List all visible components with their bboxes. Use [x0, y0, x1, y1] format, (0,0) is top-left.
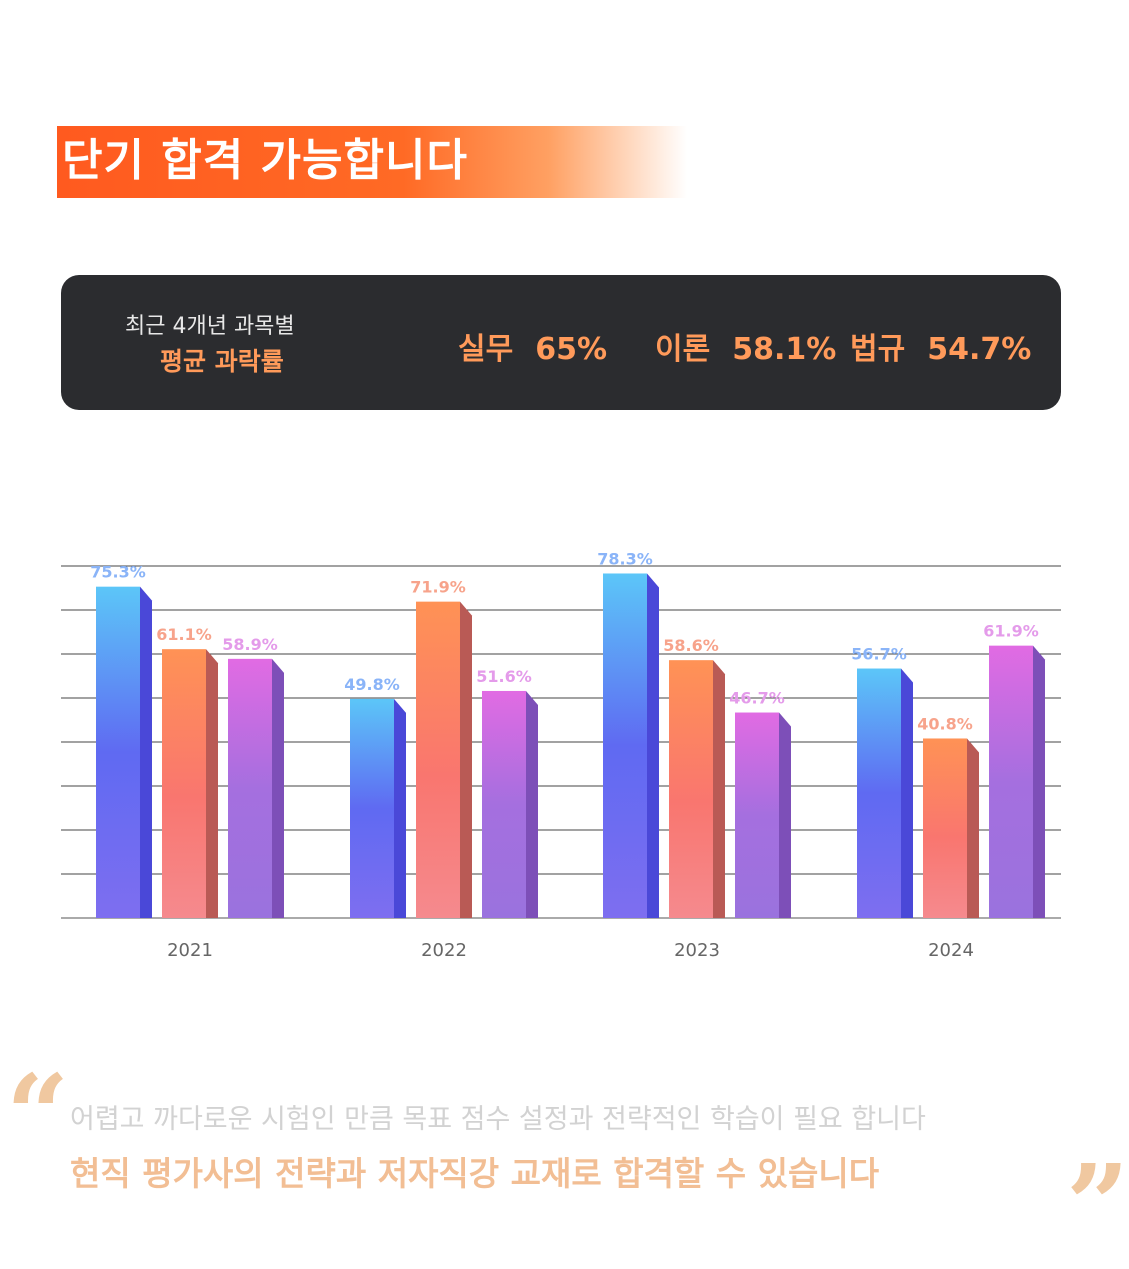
- bar-side: [272, 658, 284, 918]
- data-label: 78.3%: [597, 549, 653, 568]
- x-tick-label: 2024: [928, 940, 974, 961]
- quote-open-icon: “: [6, 1050, 70, 1179]
- x-tick-label: 2021: [167, 940, 213, 961]
- data-label: 58.9%: [222, 635, 278, 654]
- bar-side: [394, 698, 406, 918]
- headline-highlight-bar: [57, 126, 687, 198]
- stats-label-bold: 평균 과락률: [160, 347, 284, 376]
- stats-box: [61, 275, 1061, 410]
- bar: [350, 698, 394, 918]
- stat-theory: 이론 58.1%: [655, 324, 836, 368]
- bar-side: [1033, 645, 1045, 918]
- bar-side: [206, 649, 218, 918]
- bar-side: [460, 601, 472, 918]
- stat-law: 법규 54.7%: [850, 324, 1031, 368]
- data-label: 46.7%: [729, 689, 785, 708]
- data-label: 56.7%: [851, 645, 907, 664]
- data-label: 49.8%: [344, 675, 400, 694]
- headline-faded: [70, 8, 870, 112]
- bar-chart: 75.3% 61.1% 58.9% 49.8% 71.9% 51.6% 78.3% 58.6%…: [61, 549, 1061, 961]
- bar-side: [779, 712, 791, 918]
- data-label: 51.6%: [476, 667, 532, 686]
- stats-label: 최근 4개년 과목별: [125, 314, 295, 339]
- quote-close-icon: ”: [1066, 1140, 1129, 1269]
- stat-value: 65%: [535, 332, 608, 367]
- x-tick-label: 2023: [674, 940, 720, 961]
- bar: [857, 668, 901, 918]
- x-tick-label: 2022: [421, 940, 467, 961]
- bar: [482, 690, 526, 918]
- data-label: 71.9%: [410, 578, 466, 597]
- stat-name: 실무: [458, 332, 514, 367]
- bar: [603, 573, 647, 918]
- bar: [923, 738, 967, 918]
- bar: [669, 660, 713, 918]
- stat-value: 54.7%: [927, 332, 1032, 367]
- footer-subtext: 어렵고 까다로운 시험인 만큼 목표 점수 설정과 전략적인 학습이 필요 합니…: [70, 1104, 926, 1135]
- stat-name: 법규: [850, 332, 906, 367]
- footer-headline: 현직 평가사의 전략과 저자직강 교재로 합격할 수 있습니다: [70, 1154, 880, 1193]
- bar: [989, 645, 1033, 918]
- bar: [96, 586, 140, 918]
- bar-side: [901, 668, 913, 918]
- stat-value: 58.1%: [732, 332, 837, 367]
- data-label: 61.1%: [156, 625, 212, 644]
- stat-name: 이론: [655, 332, 711, 367]
- stat-practice: 실무 65%: [458, 324, 607, 368]
- bar-side: [647, 573, 659, 918]
- bar: [735, 712, 779, 918]
- data-label: 61.9%: [983, 622, 1039, 641]
- bar: [416, 601, 460, 918]
- data-label: 40.8%: [917, 714, 973, 733]
- bar-side: [967, 738, 979, 918]
- bar-side: [140, 586, 152, 918]
- bar: [162, 649, 206, 918]
- data-label: 75.3%: [90, 563, 146, 582]
- data-label: 58.6%: [663, 636, 719, 655]
- bar: [228, 658, 272, 918]
- headline-highlight: 단기 합격 가능합니다: [62, 135, 468, 186]
- bar-side: [526, 690, 538, 918]
- bar-side: [713, 660, 725, 918]
